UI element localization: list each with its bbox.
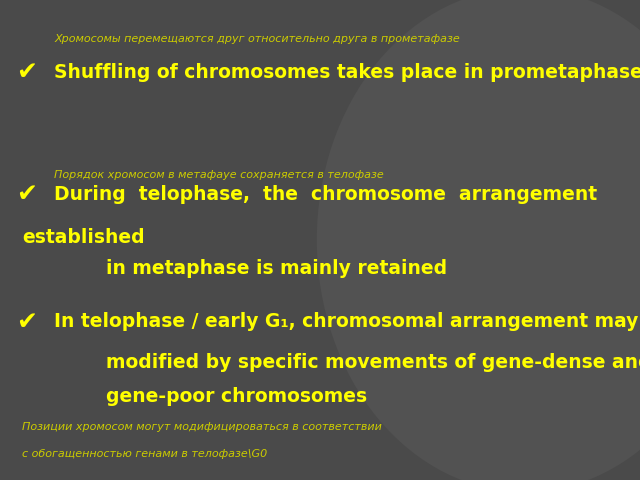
Ellipse shape <box>317 0 640 480</box>
Text: established: established <box>22 228 145 247</box>
Text: Shuffling of chromosomes takes place in prometaphase: Shuffling of chromosomes takes place in … <box>54 62 640 82</box>
Text: in metaphase is mainly retained: in metaphase is mainly retained <box>54 259 447 278</box>
Text: Позиции хромосом могут модифицироваться в соответствии: Позиции хромосом могут модифицироваться … <box>22 422 382 432</box>
Text: During  telophase,  the  chromosome  arrangement: During telophase, the chromosome arrange… <box>54 185 598 204</box>
Text: ✔: ✔ <box>16 60 37 84</box>
Text: Хромосомы перемещаются друг относительно друга в прометафазе: Хромосомы перемещаются друг относительно… <box>54 34 460 44</box>
Text: ✔: ✔ <box>16 310 37 334</box>
Text: с обогащенностью генами в телофазе\G0: с обогащенностью генами в телофазе\G0 <box>22 449 268 459</box>
Text: Порядок хромосом в метафаyе сохраняется в телофазе: Порядок хромосом в метафаyе сохраняется … <box>54 170 384 180</box>
Text: In telophase / early G₁, chromosomal arrangement may be: In telophase / early G₁, chromosomal arr… <box>54 312 640 331</box>
Text: gene-poor chromosomes: gene-poor chromosomes <box>54 386 367 406</box>
Text: modified by specific movements of gene-dense and: modified by specific movements of gene-d… <box>54 353 640 372</box>
Text: ✔: ✔ <box>16 182 37 206</box>
